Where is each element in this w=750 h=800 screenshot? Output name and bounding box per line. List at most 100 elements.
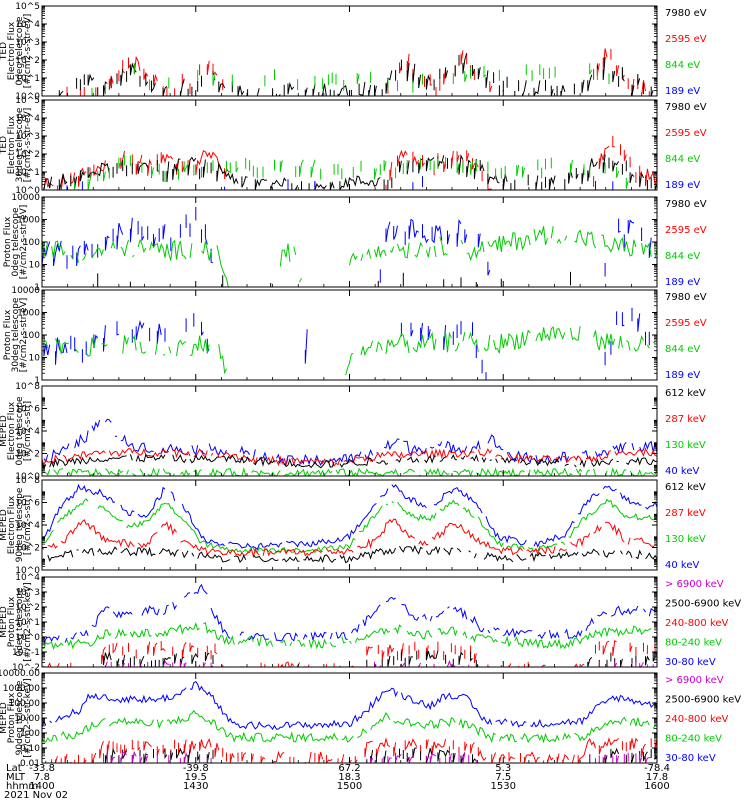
y-tick-label: 10^0	[15, 186, 40, 196]
y-axis-label-line: [#/cm2-s-str-keV]	[23, 678, 33, 757]
x-axis-row-label: Lat	[6, 763, 22, 774]
y-tick-label: 10^2	[15, 603, 40, 613]
series-line-0	[43, 307, 657, 380]
y-axis-label-line: 0deg telescope	[15, 396, 25, 466]
series-line-0	[42, 206, 657, 287]
y-axis-label-line: MEPED	[0, 509, 9, 541]
legend-entry: 2595 eV	[665, 34, 707, 45]
y-tick-label: 10^6	[15, 499, 40, 509]
x-axis-row-value: 18.3	[338, 772, 360, 783]
series-line-1	[42, 225, 657, 287]
y-axis-label: TEDElectron Flux0deg telescope[#/cm2-s-s…	[0, 14, 33, 89]
y-axis-label: MEPEDElectron Flux0deg telescope[#/cm2-s…	[0, 396, 33, 466]
legend-entry: > 6900 keV	[665, 675, 724, 686]
y-axis-label-line: [#/cm2-s-str-eV]	[19, 205, 29, 280]
legend-entry: 40 keV	[665, 560, 699, 571]
series-line-0	[43, 583, 657, 645]
legend-entry: 189 eV	[665, 370, 700, 381]
legend-entry: 844 eV	[665, 251, 700, 262]
date-label: 2021 Nov 02	[4, 790, 68, 800]
y-tick-label: 10^5	[15, 96, 40, 106]
legend-entry: 240-800 keV	[665, 618, 729, 629]
series-line-2	[91, 63, 610, 96]
y-tick-label: 10^0	[15, 566, 40, 576]
y-axis-label-line: Proton Flux	[7, 596, 17, 647]
series-group	[42, 680, 657, 763]
legend-entry: 30-80 keV	[665, 753, 716, 764]
x-axis-row-value: 1600	[644, 781, 669, 792]
legend-entry: 2595 eV	[665, 128, 707, 139]
y-axis-label-line: Proton Flux	[3, 216, 13, 267]
x-axis-row-value: 1400	[29, 781, 54, 792]
legend-entry: 189 eV	[665, 180, 700, 191]
y-axis-label: Proton Flux30deg telescope[#/cm2-s-str-e…	[3, 297, 29, 372]
y-tick-label: 10^3	[15, 132, 40, 142]
series-line-2	[74, 154, 639, 190]
series-group	[42, 583, 657, 667]
panel-frame	[41, 672, 658, 764]
x-axis-row-value: -78.4	[644, 763, 670, 774]
y-tick-label: 10000	[11, 193, 40, 203]
legend-entry: 130 keV	[665, 534, 706, 545]
y-axis-label-line: MEPED	[0, 606, 9, 638]
series-line-2	[42, 518, 657, 559]
y-axis-label-line: TED	[0, 42, 9, 61]
panel-0: 10^0 10^1 10^2 10^3 10^4 10^5 TEDElectron Flux…	[0, 2, 707, 102]
x-axis-row-value: 1500	[337, 781, 362, 792]
legend-entry: 7980 eV	[665, 8, 707, 19]
y-tick-label: 1	[34, 283, 40, 293]
y-tick-label: 10^0	[15, 92, 40, 102]
y-axis-label-line: TED	[0, 136, 9, 155]
y-tick-label: 0.10	[20, 744, 40, 754]
x-axis-row-label: hhmm	[6, 781, 38, 792]
y-tick-label: 10^4	[15, 20, 40, 30]
series-line-2	[97, 271, 571, 287]
x-axis-row-value: 5.3	[495, 763, 511, 774]
y-tick-label: 10^2	[15, 150, 40, 160]
series-group	[58, 48, 654, 96]
panel-frame	[41, 576, 658, 668]
y-axis-label-line: Electron Flux	[7, 401, 17, 460]
y-tick-label: 10^-1	[12, 648, 40, 658]
y-tick-label: 10^4	[15, 114, 40, 124]
legend-entry: 189 eV	[665, 86, 700, 97]
legend-entry: > 6900 keV	[665, 579, 724, 590]
series-line-0	[66, 48, 650, 96]
panel-frame	[41, 385, 658, 477]
legend-entry: 80-240 keV	[665, 638, 722, 649]
y-tick-label: 10^6	[15, 405, 40, 415]
series-line-2	[43, 640, 656, 667]
y-tick-label: 1000.00	[3, 684, 40, 694]
x-axis-row-label: MLT	[6, 772, 26, 783]
series-line-1	[42, 709, 657, 744]
series-line-4	[103, 750, 657, 763]
y-tick-label: 10^-2	[12, 663, 40, 673]
y-axis-label-line: Proton Flux	[3, 309, 13, 360]
x-axis-row-value: 17.8	[646, 772, 668, 783]
y-tick-label: 1	[34, 376, 40, 386]
y-axis-label-line: [#/cm2-s-str-eV]	[23, 108, 33, 183]
x-axis-labels: Lat -33.8 -39.8 67.2 5.3 -78.4 MLT 7.8 19.5 18.3 7…	[4, 763, 670, 800]
panel-2: 1 10 100 1000 10000 Proton Flux0deg telescope…	[3, 193, 707, 293]
series-group	[42, 483, 657, 564]
y-axis-label-line: Proton Flux	[7, 692, 17, 743]
legend-entry: 7980 eV	[665, 199, 707, 210]
panel-frame	[41, 5, 658, 97]
x-axis-row-value: 7.5	[495, 772, 511, 783]
legend-entry: 240-800 keV	[665, 714, 729, 725]
y-tick-label: 10^2	[15, 56, 40, 66]
panel-7: 0.010.101.0010.00100.001000.0010000.00ME…	[0, 669, 741, 769]
legend-entry: 30-80 keV	[665, 657, 716, 668]
y-axis-label: Proton Flux0deg telescope[#/cm2-s-str-eV…	[3, 205, 29, 280]
legend-entry: 2595 eV	[665, 225, 707, 236]
y-axis-label-line: 90deg telescope	[15, 680, 25, 755]
y-axis-label-line: [#/cm2-s-str]	[23, 495, 33, 555]
panel-4: 10^0 10^2 10^4 10^6 10^8 MEPEDElectron Flux0d…	[0, 382, 706, 482]
y-tick-label: 10^3	[15, 38, 40, 48]
y-tick-label: 1000	[17, 216, 40, 226]
legend-entry: 40 keV	[665, 466, 699, 477]
panel-frame	[41, 99, 658, 191]
series-line-1	[43, 326, 656, 376]
series-line-1	[42, 623, 657, 649]
